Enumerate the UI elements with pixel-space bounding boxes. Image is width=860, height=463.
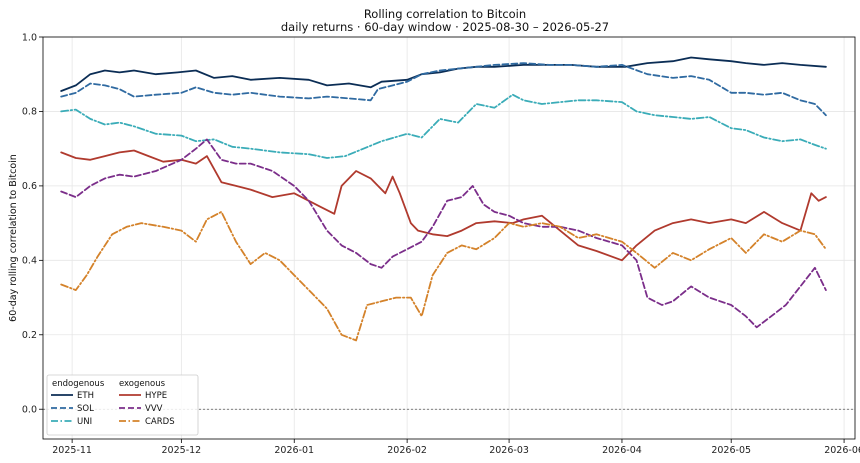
x-tick-label: 2025-11 — [52, 445, 92, 456]
series-line-sol — [60, 62, 827, 117]
plot-frame — [42, 36, 856, 440]
y-axis: 0.0 0.2 0.4 0.6 0.8 1.0 — [22, 32, 43, 416]
legend-label-sol: SOL — [77, 404, 94, 414]
legend-label-cards: CARDS — [145, 417, 175, 427]
y-tick-label: 0.8 — [22, 107, 37, 118]
legend-group-title-endogenous: endogenous — [52, 379, 105, 389]
x-tick-label: 2025-12 — [162, 445, 202, 456]
legend-label-hype: HYPE — [145, 391, 167, 401]
series-line-vvv — [60, 138, 827, 329]
series-line-eth — [60, 56, 827, 92]
legend-items: ETH SOL UNI HYPE VVV CARDS — [51, 391, 175, 427]
x-axis: 2025-11 2025-12 2026-01 2026-02 2026-03 2026-… — [52, 439, 860, 456]
chart-title: Rolling correlation to Bitcoin — [364, 7, 526, 21]
y-tick-label: 0.2 — [22, 330, 37, 341]
x-tick-label: 2026-01 — [274, 445, 314, 456]
x-tick-label: 2026-04 — [602, 445, 642, 456]
y-axis-label: 60-day rolling correlation to Bitcoin — [8, 154, 19, 322]
plot-area — [42, 36, 856, 440]
series-line-cards — [60, 211, 827, 342]
chart-subtitle: daily returns · 60-day window · 2025-08-… — [281, 20, 609, 34]
y-tick-label: 0.4 — [22, 256, 37, 267]
legend-box — [46, 374, 199, 436]
x-tick-label: 2026-03 — [489, 445, 529, 456]
legend-label-uni: UNI — [77, 417, 92, 427]
legend-group-title-exogenous: exogenous — [119, 379, 166, 389]
legend-label-vvv: VVV — [145, 404, 163, 414]
legend-label-eth: ETH — [77, 391, 94, 401]
y-tick-label: 0.6 — [22, 181, 37, 192]
series-line-hype — [60, 149, 827, 262]
series-lines — [60, 56, 827, 342]
y-tick-label: 0.0 — [22, 405, 37, 416]
x-tick-label: 2026-06 — [824, 445, 860, 456]
y-tick-label: 1.0 — [22, 32, 37, 43]
series-line-uni — [60, 93, 827, 159]
x-tick-label: 2026-05 — [711, 445, 751, 456]
x-tick-label: 2026-02 — [387, 445, 427, 456]
legend: endogenous exogenous ETH SOL UNI HYPE VVV CAR… — [46, 374, 199, 436]
